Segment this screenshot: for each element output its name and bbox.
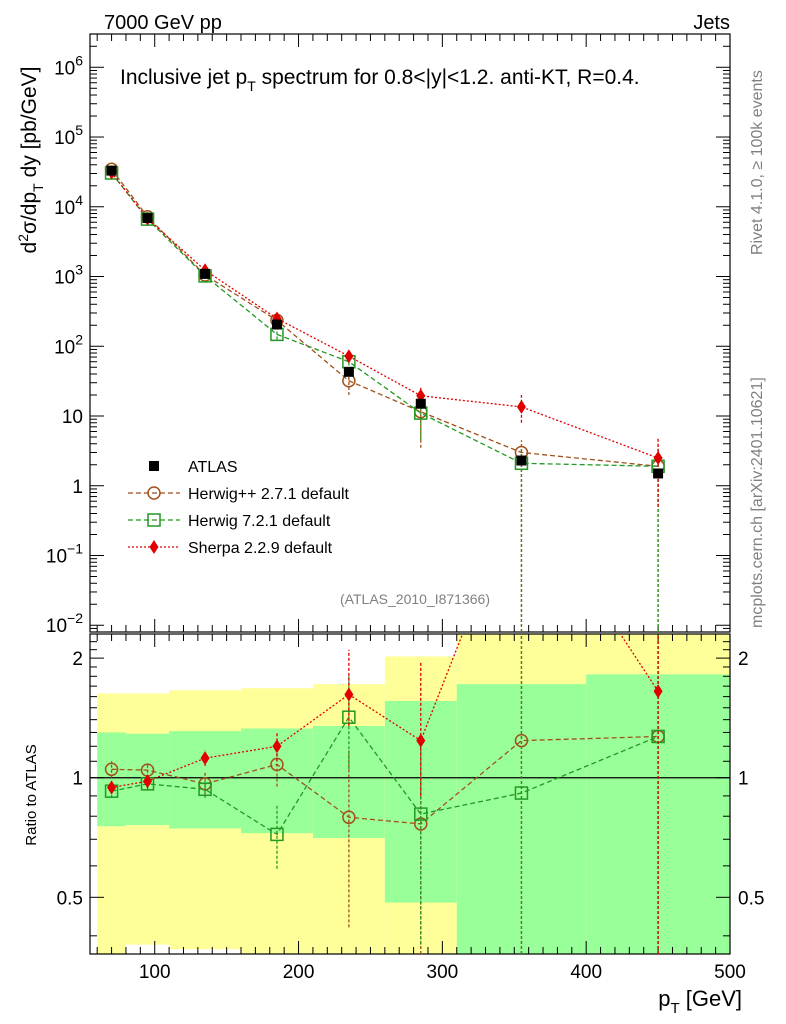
x-axis-label-rest: [GeV] [680, 986, 742, 1011]
analysis-id: (ATLAS_2010_I871366) [340, 591, 490, 607]
sherpa-2-2-9-default-point [653, 450, 663, 465]
chart-title-sub: T [247, 78, 256, 94]
atlas-point [415, 398, 426, 409]
herwig-7-2-1-default-ratio-line [111, 716, 659, 836]
chart-title-main: Inclusive jet p [120, 66, 247, 89]
herwig-2-7-1-default-ratio-point [342, 810, 356, 825]
sherpa-2-2-9-default-ratio-point [200, 751, 210, 766]
ratio-tick-label-left: 0.5 [57, 888, 83, 909]
legend-label: ATLAS [188, 459, 238, 476]
header-energy-label: 7000 GeV pp [104, 12, 222, 34]
sherpa-2-2-9-default-ratio-point [517, 477, 526, 491]
ratio-plot-frame [89, 633, 731, 955]
x-tick-label: 200 [283, 962, 315, 983]
y-tick-label: 1 [72, 477, 83, 498]
x-tick-label: 500 [714, 962, 746, 983]
sherpa-2-2-9-default-line [111, 172, 659, 459]
main-plot-series [104, 162, 665, 632]
legend-marker [147, 513, 161, 527]
atlas-point [271, 319, 282, 330]
sherpa-2-2-9-default-ratio-point [107, 780, 117, 795]
herwig-7-2-1-default-ratio-point [270, 827, 284, 842]
sherpa-2-2-9-default-ratio-point [344, 687, 354, 702]
chart-title: Inclusive jet pT spectrum for 0.8<|y|<1.… [120, 66, 640, 94]
ratio-uncertainty-bands [97, 634, 730, 954]
x-tick-label: 100 [139, 962, 171, 983]
ratio-tick-label-right: 0.5 [738, 888, 764, 909]
y-tick-label: 103 [54, 262, 83, 289]
ratio-tick-label-right: 2 [738, 649, 749, 670]
sherpa-2-2-9-default-point [344, 349, 354, 364]
chart-title-rest: spectrum for 0.8<|y|<1.2. anti-KT, R=0.4… [256, 66, 640, 89]
legend-marker [149, 540, 159, 554]
sherpa-2-2-9-default-point [516, 399, 526, 414]
ratio-plot-series [104, 477, 665, 954]
ratio-tick-label-right: 1 [738, 769, 749, 790]
ratio-tick-label-left: 1 [72, 769, 83, 790]
herwig-2-7-1-default-line [111, 168, 659, 467]
herwig-7-2-1-default-line [111, 172, 659, 467]
x-axis-label: pT [GeV] [658, 986, 742, 1017]
sherpa-2-2-9-default-ratio-point [653, 684, 663, 699]
mcplots-source-label: mcplots.cern.ch [arXiv:2401.10621] [749, 377, 766, 628]
x-axis-label-main: p [658, 986, 670, 1011]
header-jets-label: Jets [693, 12, 730, 34]
sherpa-2-2-9-default-ratio-point [272, 739, 282, 754]
atlas-point [653, 468, 664, 479]
legend-marker [147, 486, 161, 500]
ratio-band-green [456, 684, 587, 954]
legend-label: Sherpa 2.2.9 default [188, 540, 333, 557]
y-axis-label: d2σ/dpT dy [pb/GeV] [15, 67, 46, 254]
sherpa-2-2-9-default-ratio-point [143, 774, 153, 789]
y-tick-label: 10−1 [46, 540, 83, 567]
atlas-point [142, 213, 153, 224]
y-tick-label: 10 [62, 407, 83, 428]
main-plot-frame [89, 33, 731, 633]
ratio-axis-ticks: 0.5 0.5 1 1 2 2 [57, 641, 764, 937]
x-tick-label: 400 [570, 962, 602, 983]
atlas-point [343, 366, 354, 377]
herwig-7-2-1-default-ratio-point [514, 786, 529, 800]
herwig-7-2-1-default-ratio-point [198, 782, 212, 797]
legend-label: Herwig 7.2.1 default [188, 513, 331, 530]
herwig-2-7-1-default-ratio-point [104, 762, 119, 777]
y-tick-label: 106 [54, 52, 83, 79]
ratio-axis-label: Ratio to ATLAS [23, 744, 40, 845]
x-tick-label: 300 [427, 962, 459, 983]
sherpa-2-2-9-default-ratio-point [416, 733, 426, 748]
x-axis-label-sub: T [670, 1000, 679, 1017]
x-axis-ticks: 100 200 300 400 500 [96, 34, 746, 983]
y-tick-label: 105 [54, 122, 83, 149]
y-tick-label: 10−2 [46, 610, 83, 637]
y-tick-label: 102 [54, 331, 83, 358]
ratio-band-green [97, 732, 126, 827]
herwig-7-2-1-default-ratio-point [414, 807, 428, 821]
atlas-point [516, 455, 527, 466]
ratio-tick-label-left: 2 [72, 649, 83, 670]
legend: ATLAS Herwig++ 2.7.1 default Herwig 7.2.1 … [128, 459, 350, 557]
atlas-point [200, 268, 211, 279]
legend-marker [149, 461, 159, 471]
rivet-version-label: Rivet 4.1.0, ≥ 100k events [749, 70, 766, 255]
atlas-point [106, 165, 117, 176]
legend-label: Herwig++ 2.7.1 default [188, 486, 350, 503]
y-tick-label: 104 [54, 192, 83, 219]
